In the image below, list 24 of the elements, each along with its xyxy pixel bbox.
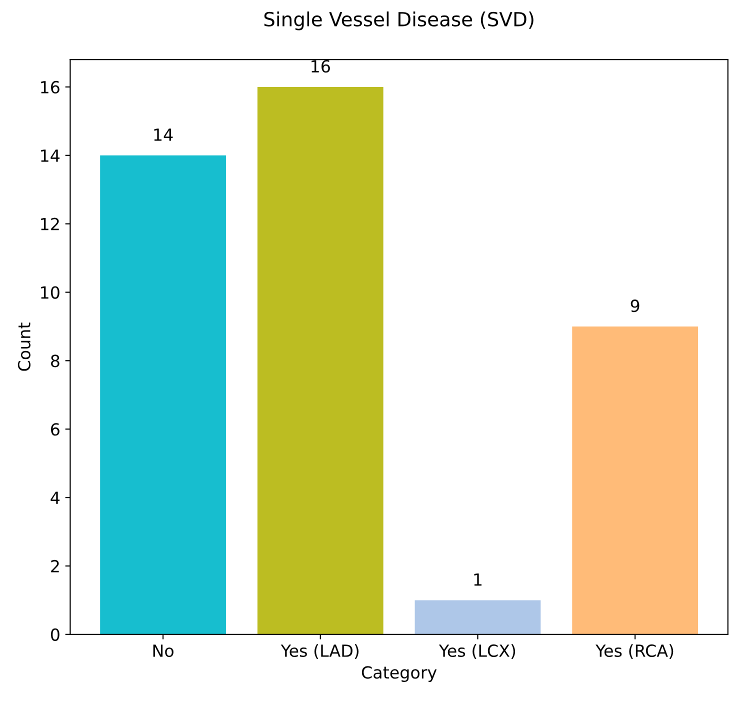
- y-tick-label: 2: [51, 560, 59, 572]
- x-tick-label: Yes (RCA): [596, 644, 674, 659]
- y-tick-label: 14: [41, 150, 60, 162]
- y-tick-label: 6: [51, 423, 60, 436]
- y-axis-title: Count: [18, 322, 30, 371]
- data-label: 1: [474, 573, 482, 586]
- y-tick-label: 0: [50, 628, 60, 641]
- bar: [572, 326, 698, 634]
- x-tick-label: Yes (LCX): [438, 644, 516, 659]
- y-tick-label: 10: [41, 286, 60, 299]
- bar: [257, 86, 384, 634]
- bar: [100, 155, 226, 634]
- y-tick-label: 16: [41, 80, 60, 94]
- data-label: 9: [630, 300, 640, 312]
- chart-title: Single Vessel Disease (SVD): [264, 11, 534, 30]
- x-tick-label: No: [153, 644, 174, 658]
- y-tick-label: 8: [51, 354, 60, 368]
- x-axis-title: Category: [362, 666, 437, 682]
- y-tick-label: 12: [41, 218, 59, 230]
- bar: [414, 600, 541, 634]
- data-label: 16: [312, 60, 330, 73]
- x-tick-label: Yes (LAD): [280, 644, 359, 659]
- y-tick-label: 4: [50, 492, 60, 504]
- data-label: 14: [154, 128, 173, 141]
